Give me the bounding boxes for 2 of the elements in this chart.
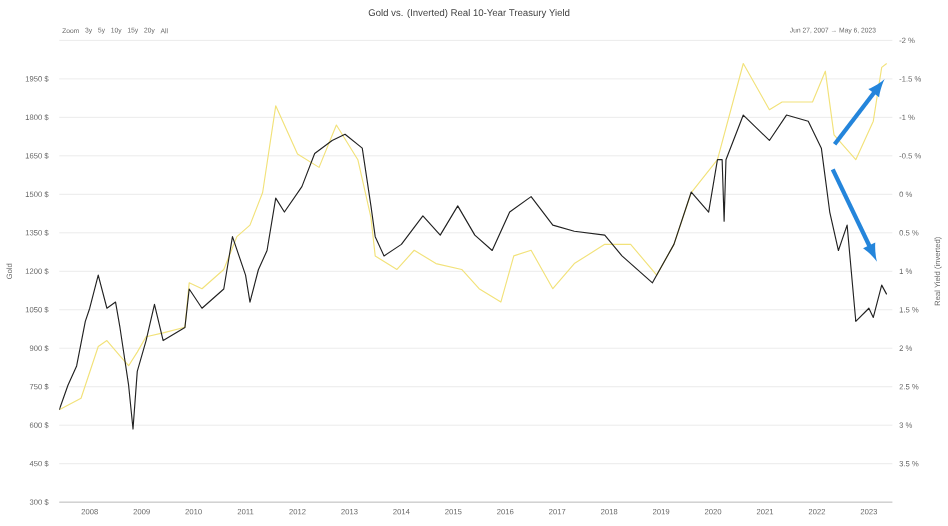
line-series [59,63,888,411]
line-series [59,114,888,431]
